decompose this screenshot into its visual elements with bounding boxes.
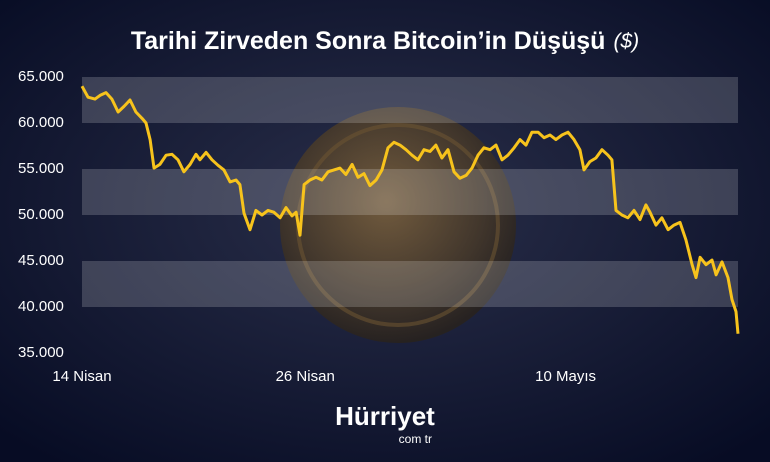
y-tick-label: 55.000	[18, 160, 64, 177]
y-tick-label: 65.000	[18, 68, 64, 85]
brand-sub: com tr	[399, 432, 432, 446]
chart-title: Tarihi Zirveden Sonra Bitcoin’in Düşüşü (…	[131, 27, 639, 55]
y-tick-label: 35.000	[18, 344, 64, 361]
plot-area: 35.000 40.000 45.000 50.000 55.000 60.000 65.0…	[18, 68, 740, 385]
title-unit: ($)	[613, 30, 639, 53]
coin-decoration	[280, 107, 516, 343]
brand-name: Hürriyet	[335, 401, 435, 431]
y-tick-label: 60.000	[18, 114, 64, 131]
grid-band	[82, 261, 738, 307]
price-line	[80, 85, 740, 334]
x-tick-label: 10 Mayıs	[535, 368, 596, 385]
y-tick-label: 45.000	[18, 252, 64, 269]
y-tick-label: 50.000	[18, 206, 64, 223]
y-tick-label: 40.000	[18, 298, 64, 315]
x-tick-label: 14 Nisan	[52, 368, 111, 385]
title-text: Tarihi Zirveden Sonra Bitcoin’in Düşüşü	[131, 27, 606, 55]
grid-band	[82, 169, 738, 215]
grid-band	[82, 77, 738, 123]
x-tick-label: 26 Nisan	[276, 368, 335, 385]
